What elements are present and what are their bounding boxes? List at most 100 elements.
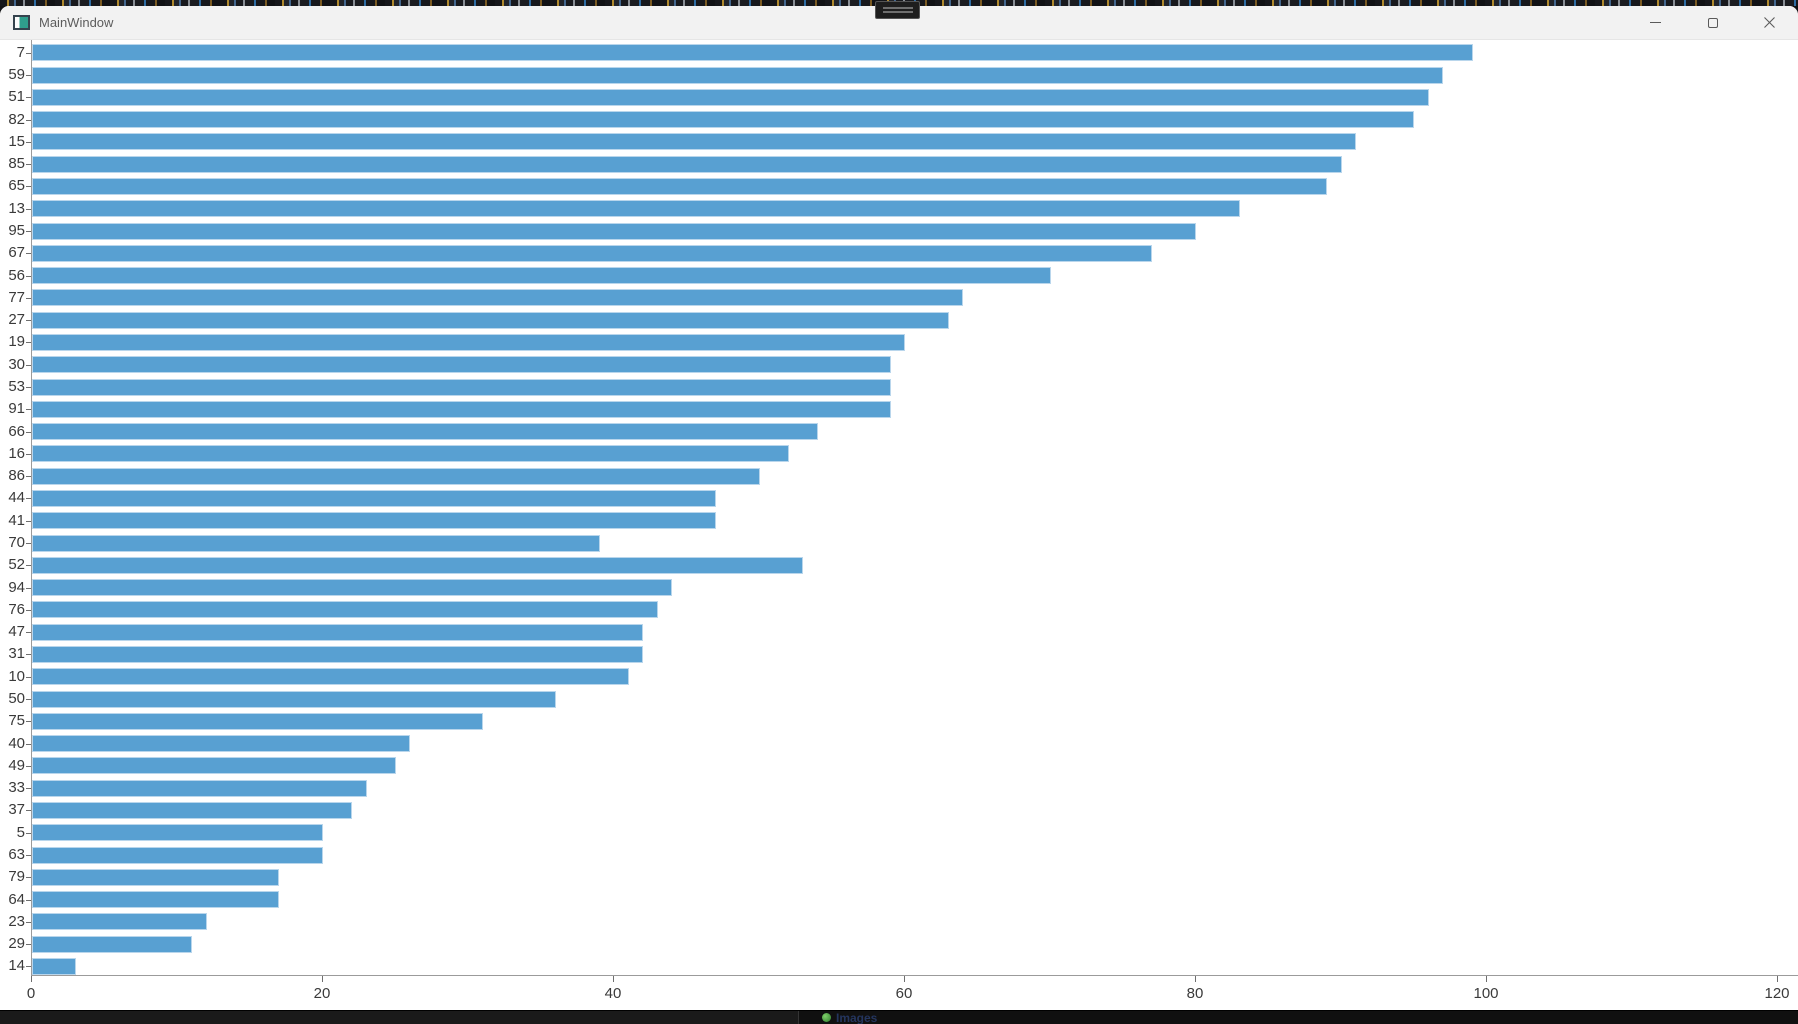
- y-tick-mark: [26, 209, 31, 210]
- y-tick-mark: [26, 498, 31, 499]
- y-tick-mark: [26, 610, 31, 611]
- y-tick-mark: [26, 97, 31, 98]
- x-tick-mark: [322, 976, 323, 982]
- y-axis-label: 30: [8, 356, 25, 373]
- images-icon: [822, 1013, 831, 1022]
- y-axis-label: 86: [8, 467, 25, 484]
- y-axis-label: 13: [8, 200, 25, 217]
- bar: [32, 378, 891, 396]
- close-icon: [1764, 17, 1775, 28]
- bar: [32, 601, 658, 619]
- y-axis-label: 40: [8, 735, 25, 752]
- bar: [32, 490, 716, 507]
- y-axis-label: 23: [8, 913, 25, 930]
- y-tick-mark: [26, 521, 31, 522]
- y-axis-label: 31: [8, 645, 25, 662]
- y-tick-mark: [26, 365, 31, 366]
- y-tick-mark: [26, 855, 31, 856]
- bar: [32, 133, 1356, 151]
- y-tick-mark: [26, 298, 31, 299]
- maximize-button[interactable]: [1684, 6, 1741, 39]
- y-tick-mark: [26, 186, 31, 187]
- y-axis-label: 85: [8, 155, 25, 172]
- y-axis-label: 75: [8, 712, 25, 729]
- x-tick-label: 120: [1764, 985, 1790, 1002]
- bar: [32, 534, 600, 552]
- x-tick-label: 100: [1473, 985, 1499, 1002]
- drag-handle-line: [882, 11, 913, 13]
- bar: [32, 512, 716, 530]
- y-tick-mark: [26, 543, 31, 544]
- y-axis-label: 79: [8, 868, 25, 885]
- maximize-icon: [1707, 17, 1718, 28]
- bar: [32, 735, 411, 753]
- y-tick-mark: [26, 342, 31, 343]
- x-tick-mark: [31, 976, 32, 982]
- y-axis-label: 15: [8, 133, 25, 150]
- y-tick-mark: [26, 454, 31, 455]
- y-tick-mark: [26, 565, 31, 566]
- y-axis-label: 7: [16, 44, 25, 61]
- x-tick-mark: [1486, 976, 1487, 982]
- bar: [32, 155, 1342, 173]
- x-tick-mark: [904, 976, 905, 982]
- y-axis-line: [31, 40, 32, 975]
- y-axis-label: 63: [8, 846, 25, 863]
- y-tick-mark: [26, 75, 31, 76]
- y-axis-label: 64: [8, 891, 25, 908]
- y-tick-mark: [26, 276, 31, 277]
- y-axis-label: 37: [8, 801, 25, 818]
- bar: [32, 467, 760, 485]
- x-tick-label: 20: [313, 985, 331, 1002]
- bar: [32, 311, 949, 329]
- y-axis-label: 47: [8, 623, 25, 640]
- taskbar-item-images[interactable]: Images: [822, 1011, 877, 1024]
- bar: [32, 891, 280, 909]
- drag-handle-icon[interactable]: [875, 1, 920, 19]
- y-tick-mark: [26, 699, 31, 700]
- minimize-icon: [1650, 22, 1661, 23]
- bar: [32, 690, 556, 708]
- bar: [32, 846, 323, 864]
- bar: [32, 111, 1415, 129]
- x-tick-mark: [1777, 976, 1778, 982]
- x-tick-label: 80: [1186, 985, 1204, 1002]
- y-axis-label: 51: [8, 88, 25, 105]
- y-tick-mark: [26, 922, 31, 923]
- y-tick-mark: [26, 120, 31, 121]
- y-axis-label: 53: [8, 378, 25, 395]
- y-axis-label: 59: [8, 66, 25, 83]
- bar: [32, 579, 673, 597]
- y-axis-label: 52: [8, 556, 25, 573]
- x-tick-label: 0: [26, 985, 36, 1002]
- y-tick-mark: [26, 677, 31, 678]
- bar: [32, 668, 629, 686]
- minimize-button[interactable]: [1627, 6, 1684, 39]
- y-tick-mark: [26, 766, 31, 767]
- bar: [32, 958, 76, 975]
- bar: [32, 222, 1196, 240]
- y-tick-mark: [26, 164, 31, 165]
- bar: [32, 868, 280, 886]
- bar: [32, 356, 891, 374]
- y-axis-label: 56: [8, 267, 25, 284]
- y-tick-mark: [26, 788, 31, 789]
- bar: [32, 177, 1327, 195]
- bar: [32, 556, 804, 574]
- drag-handle-line: [882, 7, 913, 9]
- bar: [32, 757, 396, 775]
- y-axis-label: 10: [8, 668, 25, 685]
- bar: [32, 423, 818, 441]
- y-tick-mark: [26, 432, 31, 433]
- y-tick-mark: [26, 387, 31, 388]
- y-axis-label: 77: [8, 289, 25, 306]
- y-tick-mark: [26, 721, 31, 722]
- y-axis-label: 76: [8, 601, 25, 618]
- y-tick-mark: [26, 142, 31, 143]
- x-tick-mark: [1195, 976, 1196, 982]
- y-tick-mark: [26, 900, 31, 901]
- y-axis-label: 27: [8, 311, 25, 328]
- close-button[interactable]: [1741, 6, 1798, 39]
- y-axis-label: 16: [8, 445, 25, 462]
- bar: [32, 824, 323, 842]
